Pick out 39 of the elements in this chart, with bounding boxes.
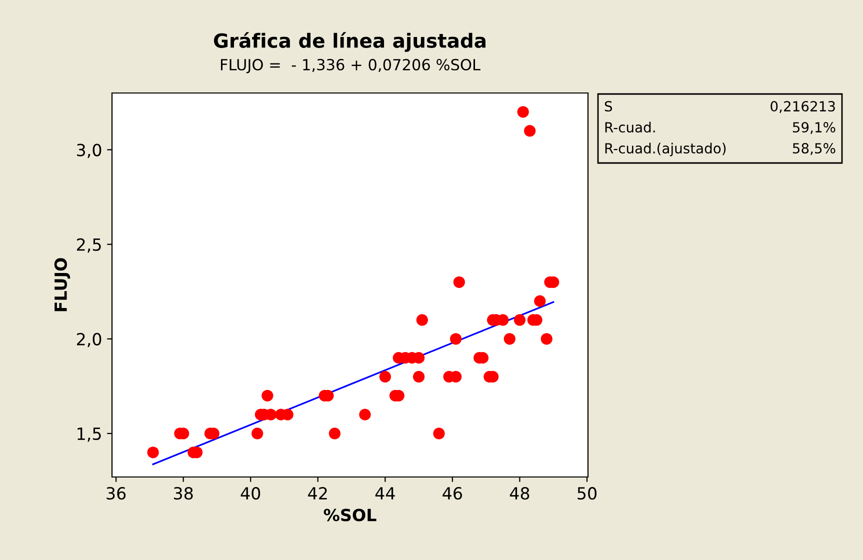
point xyxy=(534,295,546,307)
point xyxy=(504,333,516,345)
x-tick-label: 40 xyxy=(240,487,260,500)
text: 59,1% xyxy=(792,122,836,134)
point xyxy=(412,370,425,383)
x-tick-label: 46 xyxy=(442,487,462,500)
text: R-cuad. xyxy=(605,122,655,133)
text: 58,5% xyxy=(792,143,836,155)
point xyxy=(453,276,465,288)
x-tick-label: 48 xyxy=(510,487,530,500)
x-tick-label: 36 xyxy=(106,487,126,500)
point xyxy=(540,333,552,345)
x-tick-label: 42 xyxy=(308,487,327,500)
point xyxy=(252,428,264,440)
x-tick-label: 50 xyxy=(578,487,596,500)
point xyxy=(147,446,159,458)
y-tick-label: 1,5 xyxy=(78,428,101,442)
x-axis-title: %SOL xyxy=(324,508,376,522)
x-tick-label: 38 xyxy=(174,487,193,500)
point xyxy=(450,333,462,345)
text: S xyxy=(604,101,612,112)
y-axis-title: FLUJO xyxy=(54,258,70,312)
text: 0,216213 xyxy=(770,101,835,113)
point xyxy=(328,428,341,440)
x-tick-label: 44 xyxy=(375,487,395,500)
point xyxy=(359,408,371,420)
text: R-cuad.(ajustado) xyxy=(605,142,726,156)
y-tick-label: 2,0 xyxy=(76,332,102,348)
point xyxy=(416,314,428,326)
point xyxy=(379,370,391,383)
chart-title: Gráfica de línea ajustada xyxy=(214,32,486,52)
point xyxy=(514,314,526,326)
point xyxy=(262,390,274,402)
y-tick-label: 3,0 xyxy=(77,144,102,158)
point xyxy=(433,428,445,440)
point xyxy=(517,106,529,118)
chart-subtitle: FLUJO = - 1,336 + 0,07206 %SOL xyxy=(220,58,480,74)
y-tick-label: 2,5 xyxy=(76,238,101,253)
point xyxy=(524,125,536,137)
